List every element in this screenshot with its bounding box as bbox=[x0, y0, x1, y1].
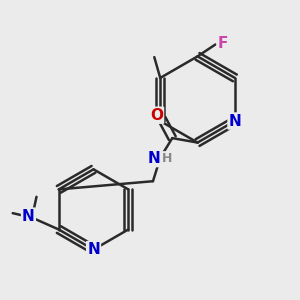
Text: O: O bbox=[150, 108, 163, 123]
Text: N: N bbox=[87, 242, 100, 257]
Text: N: N bbox=[229, 113, 241, 128]
Text: H: H bbox=[162, 152, 172, 165]
Text: N: N bbox=[22, 208, 35, 224]
Text: F: F bbox=[218, 36, 228, 51]
Text: N: N bbox=[148, 151, 160, 166]
